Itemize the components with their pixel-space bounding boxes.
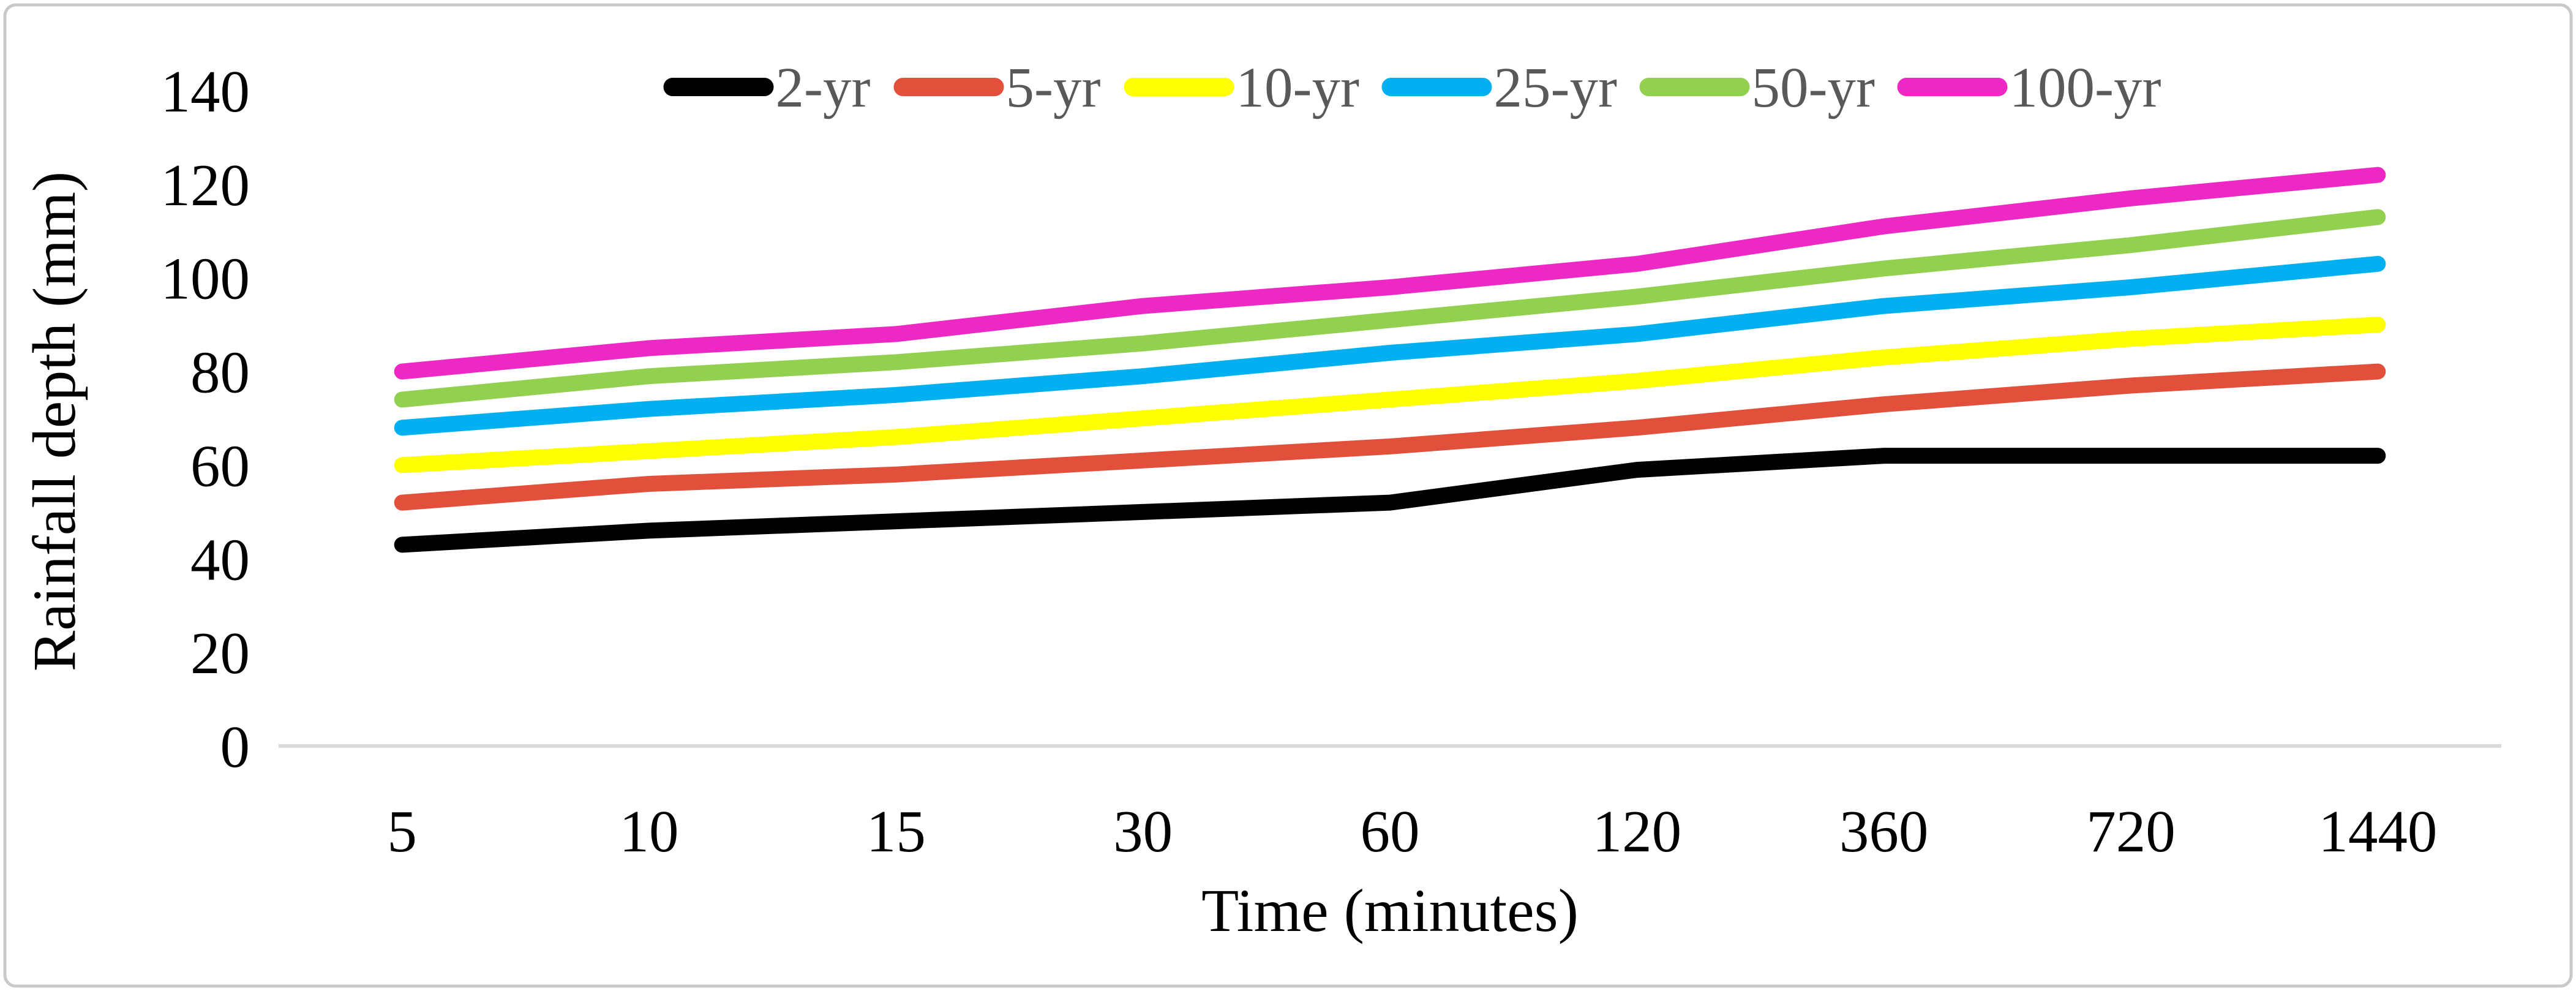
series-line-2-yr [394,448,2386,553]
y-axis-tick-label: 80 [190,340,250,405]
legend: 2-yr 5-yr 10-yr 25-yr 50-yr 100-yr [663,56,2161,119]
legend-label-25-yr: 25-yr [1494,56,1617,119]
series-line-25-yr [394,255,2386,436]
y-axis-tick-label: 0 [220,714,250,780]
x-axis-tick-label: 1440 [2318,799,2437,864]
legend-label-5-yr: 5-yr [1006,56,1101,119]
y-axis-tick-label: 100 [161,246,250,312]
x-axis-tick-label: 10 [620,799,679,864]
figure-border [3,3,2573,988]
y-axis-tick-label: 140 [161,59,250,124]
series-line-100-yr [394,167,2386,380]
legend-label-50-yr: 50-yr [1752,56,1875,119]
series-line-50-yr [394,209,2386,408]
legend-label-2-yr: 2-yr [776,56,871,119]
x-axis-title: Time (minutes) [1201,876,1579,944]
y-axis-tick-label: 20 [190,620,250,686]
x-axis-tick-label: 15 [866,799,926,864]
x-axis-tick-label: 30 [1113,799,1173,864]
legend-label-10-yr: 10-yr [1236,56,1359,119]
y-axis-title: Rainfall depth (mm) [20,171,88,671]
plot-area [394,167,2386,553]
y-axis-tick-label: 60 [190,433,250,499]
x-axis-tick-label: 60 [1361,799,1420,864]
y-axis-tick-label: 40 [190,527,250,592]
x-axis-tick-label: 360 [1839,799,1929,864]
series-line-5-yr [394,363,2386,511]
x-axis-tick-label: 720 [2086,799,2176,864]
x-axis-tick-labels: 5 10 15 30 60 120 360 720 1440 [387,799,2437,864]
x-axis-tick-label: 5 [387,799,417,864]
series-line-10-yr [394,317,2386,473]
legend-label-100-yr: 100-yr [2010,56,2161,119]
y-axis-tick-labels: 0 20 40 60 80 100 120 140 [161,59,250,780]
y-axis-tick-label: 120 [161,153,250,218]
x-axis-tick-label: 120 [1593,799,1682,864]
